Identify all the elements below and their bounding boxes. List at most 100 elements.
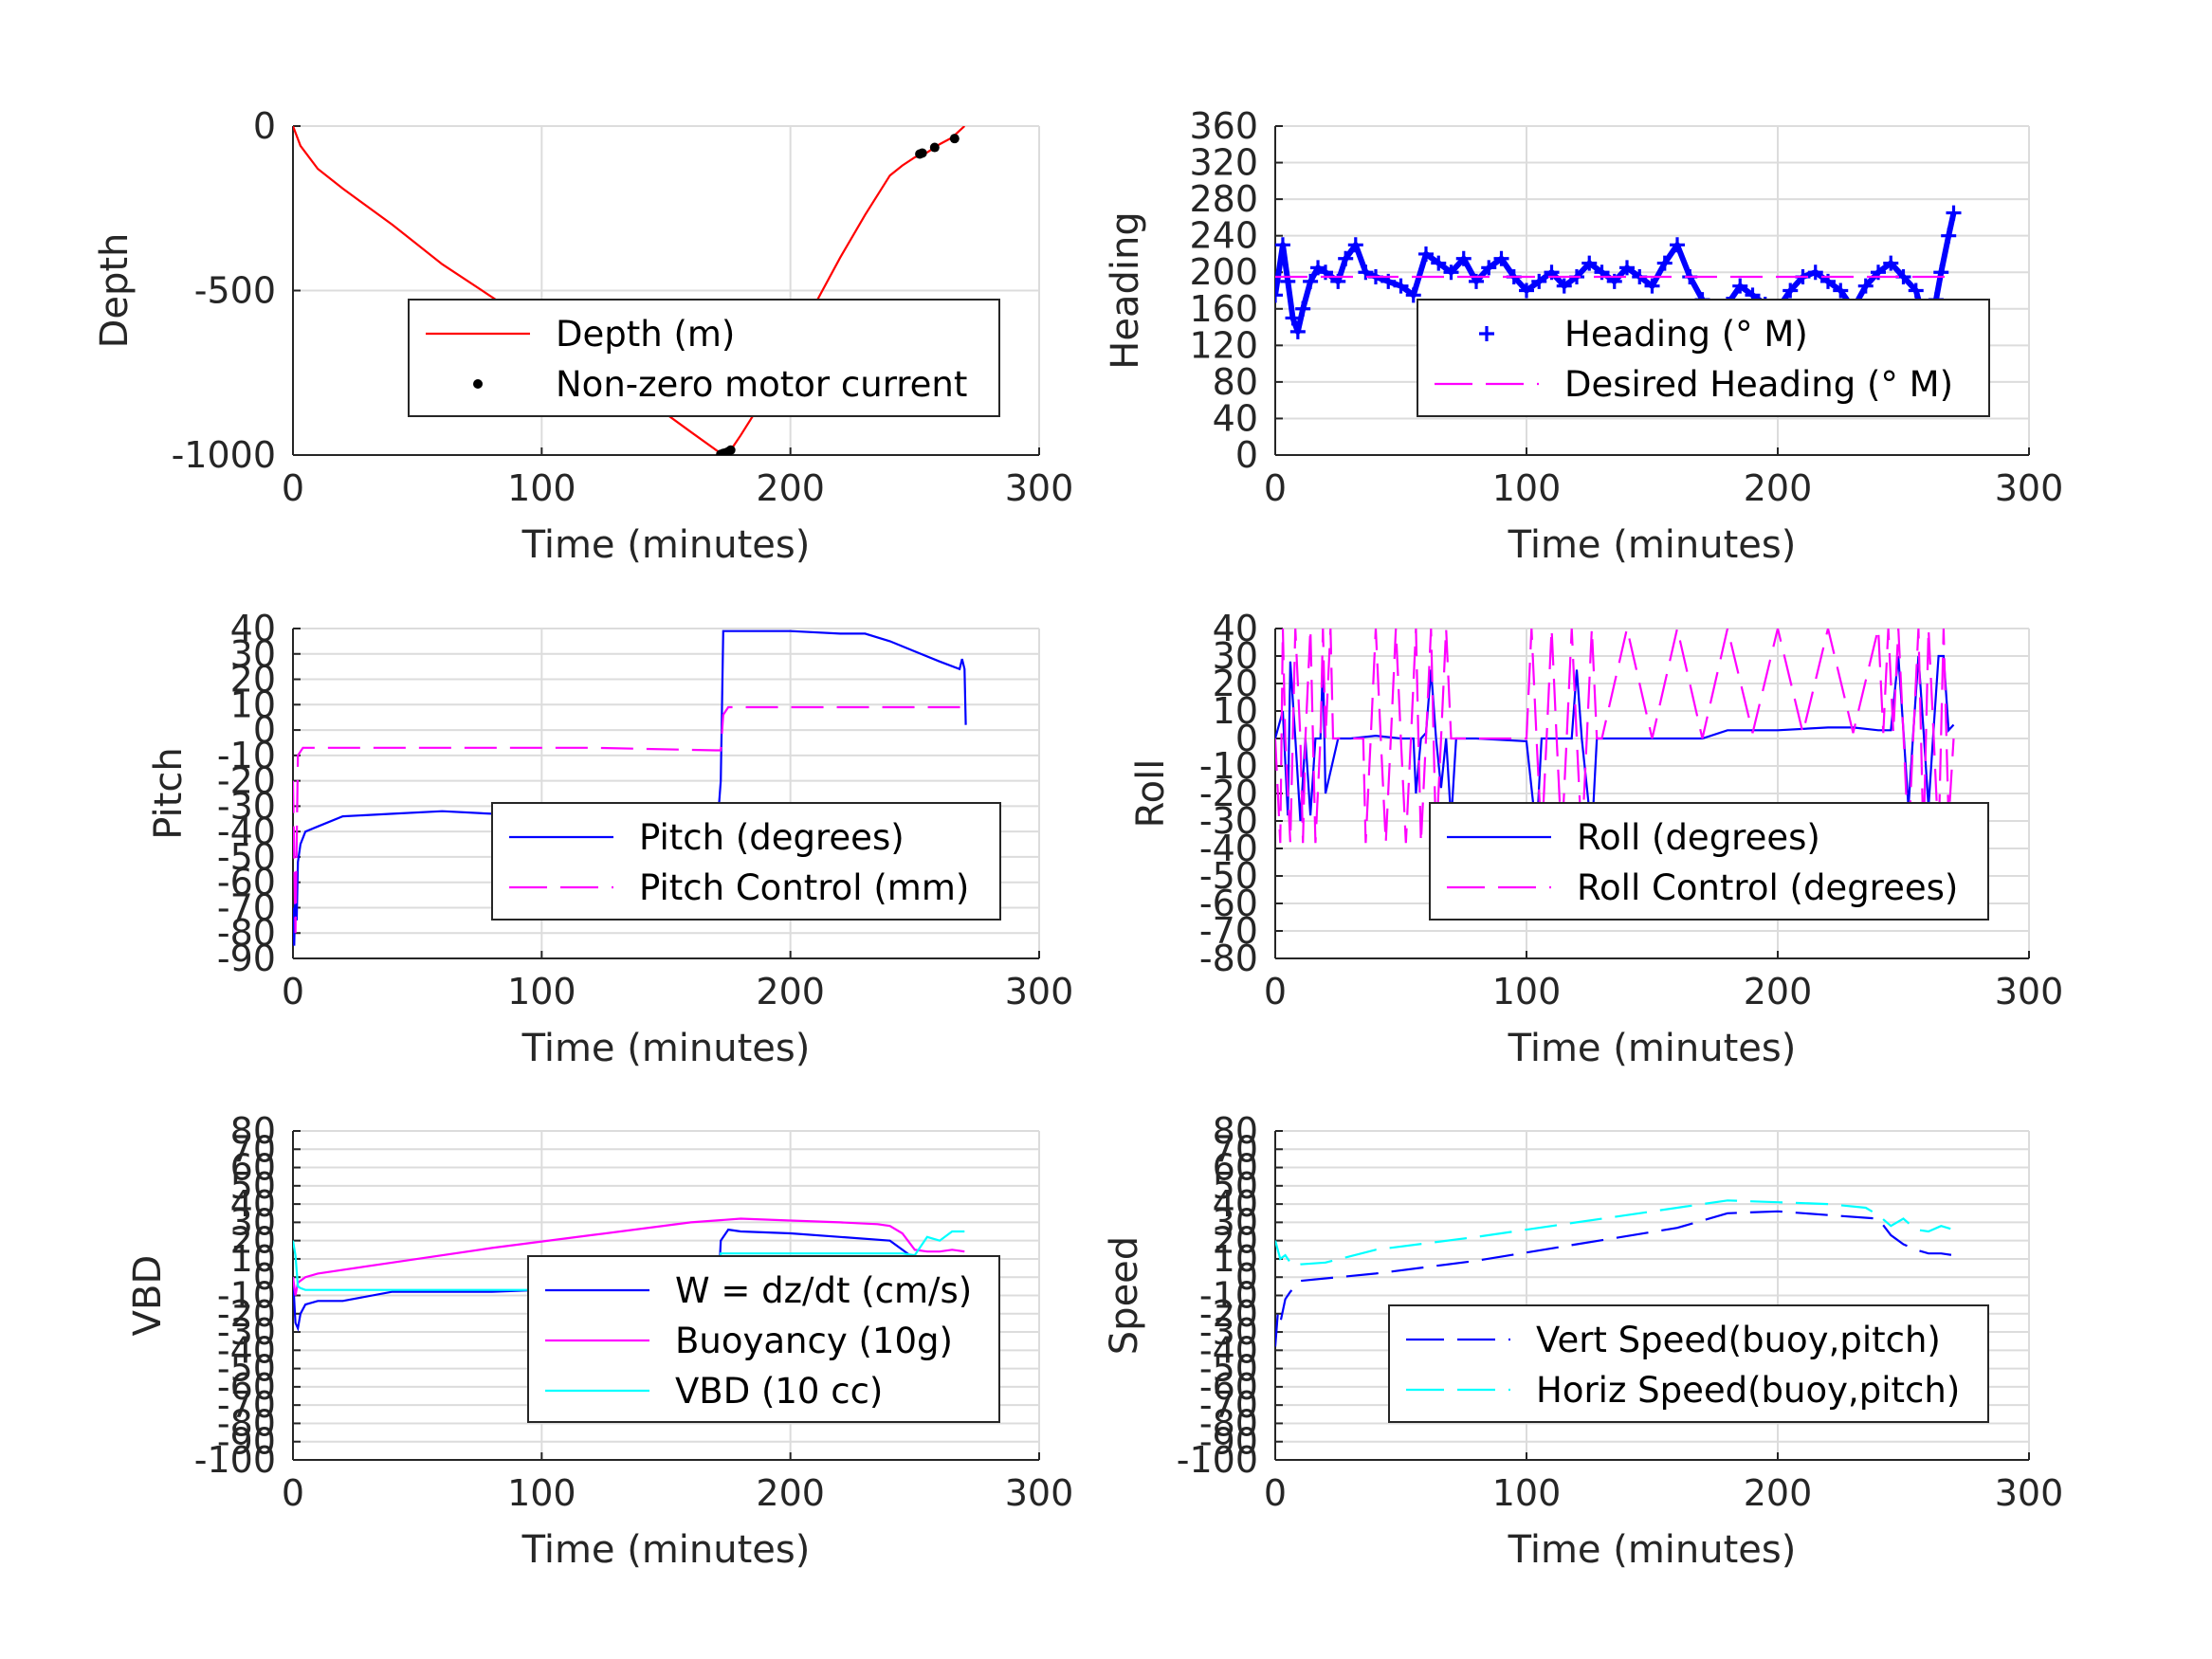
y-tick-label: 60 xyxy=(1213,1147,1258,1189)
y-tick-label: 280 xyxy=(1189,178,1258,220)
legend-box xyxy=(491,802,1001,921)
y-tick-label: -20 xyxy=(217,760,276,802)
y-tick-label: 50 xyxy=(230,1165,276,1207)
series-group xyxy=(293,126,966,455)
y-tick-label: -70 xyxy=(1199,910,1258,952)
y-tick-label: -100 xyxy=(194,1439,276,1481)
y-tick-label: -10 xyxy=(217,1275,276,1317)
x-tick-label: 0 xyxy=(282,467,304,509)
legend-label: Depth (m) xyxy=(556,314,735,355)
x-axis-label: Time (minutes) xyxy=(521,1528,811,1572)
y-tick-label: 30 xyxy=(1213,635,1258,677)
x-tick-label: 300 xyxy=(1995,1472,2064,1514)
x-tick-label: 200 xyxy=(1744,467,1813,509)
y-tick-label: -80 xyxy=(1199,938,1258,979)
x-tick-label: 200 xyxy=(1744,971,1813,1012)
y-tick-label: -70 xyxy=(1199,1384,1258,1426)
y-axis-label: Roll xyxy=(1129,759,1173,829)
y-tick-label: 80 xyxy=(1213,361,1258,403)
y-tick-label: 50 xyxy=(1213,1165,1258,1207)
legend-sample xyxy=(473,379,483,389)
y-tick-label: -40 xyxy=(1199,828,1258,869)
chart-panel-6: 0 100 200 30080706050403020100-10-20-30-40-… xyxy=(1103,1110,2063,1572)
y-tick-label: 20 xyxy=(230,1220,276,1262)
y-axis-label: VBD xyxy=(126,1255,170,1337)
legend-label: Desired Heading (° M) xyxy=(1564,364,1953,405)
x-tick-label: 200 xyxy=(756,971,825,1012)
legend-box xyxy=(527,1255,1000,1423)
y-tick-label: -50 xyxy=(1199,855,1258,897)
x-tick-label: 0 xyxy=(1264,971,1287,1012)
x-tick-label: 100 xyxy=(1492,1472,1562,1514)
legend-label: Pitch Control (mm) xyxy=(639,867,969,908)
series-group xyxy=(1275,1199,1954,1347)
legend-label: Pitch (degrees) xyxy=(639,817,905,858)
y-tick-label: 10 xyxy=(1213,1238,1258,1280)
y-tick-label: 320 xyxy=(1189,142,1258,184)
series-1-marker xyxy=(1275,287,1283,303)
y-tick-label: -1000 xyxy=(172,434,276,476)
y-tick-label: -20 xyxy=(1199,1293,1258,1335)
y-tick-label: 20 xyxy=(1213,1220,1258,1262)
legend: Roll (degrees) Roll Control (degrees) xyxy=(1429,802,1989,921)
y-tick-label: -20 xyxy=(1199,773,1258,814)
series-2-point xyxy=(929,142,940,153)
y-tick-label: 360 xyxy=(1189,105,1258,147)
y-tick-label: -30 xyxy=(1199,1311,1258,1353)
y-axis-label: Pitch xyxy=(147,747,191,839)
y-tick-label: 120 xyxy=(1189,324,1258,366)
x-tick-label: 100 xyxy=(1492,467,1562,509)
x-tick-label: 100 xyxy=(1492,971,1562,1012)
y-tick-label: 0 xyxy=(253,1256,276,1298)
chart-panel-1: 0 100 200 300 0 -500 -1000 Time (minutes) Depth D… xyxy=(93,105,1073,567)
series-1-line xyxy=(1275,1210,1954,1347)
y-tick-label: -50 xyxy=(217,836,276,878)
series-2-line xyxy=(1275,629,1955,844)
y-tick-label: -50 xyxy=(217,1348,276,1390)
y-tick-label: -30 xyxy=(217,785,276,827)
y-tick-label: -90 xyxy=(217,938,276,979)
legend: Heading (° M) Desired Heading (° M) xyxy=(1417,299,1990,417)
legend-label: Roll (degrees) xyxy=(1577,817,1820,858)
y-tick-label: -10 xyxy=(217,735,276,776)
y-tick-label: 160 xyxy=(1189,288,1258,330)
x-tick-label: 300 xyxy=(1005,467,1074,509)
x-axis-label: Time (minutes) xyxy=(1508,523,1797,567)
chart-panel-2: 0 100 200 30004080120160200240280320360Time… xyxy=(1104,105,2063,567)
x-axis-label: Time (minutes) xyxy=(521,1027,811,1070)
y-axis-label: Depth xyxy=(93,233,137,349)
legend-box xyxy=(1388,1304,1989,1423)
y-tick-label: 10 xyxy=(230,684,276,725)
legend-label: W = dz/dt (cm/s) xyxy=(675,1270,972,1311)
legend-label: Non-zero motor current xyxy=(556,364,967,405)
x-tick-label: 100 xyxy=(507,971,576,1012)
y-tick-label: 40 xyxy=(1213,1183,1258,1225)
x-tick-label: 0 xyxy=(1264,1472,1287,1514)
series-group xyxy=(1275,205,1962,372)
y-tick-label: 240 xyxy=(1189,215,1258,257)
y-tick-label: 0 xyxy=(1235,1256,1258,1298)
y-tick-label: 0 xyxy=(1235,718,1258,759)
y-tick-label: -40 xyxy=(1199,1329,1258,1371)
x-axis-label: Time (minutes) xyxy=(521,523,811,567)
x-tick-label: 200 xyxy=(756,467,825,509)
x-tick-label: 0 xyxy=(1264,467,1287,509)
x-tick-label: 200 xyxy=(1744,1472,1813,1514)
y-tick-label: 30 xyxy=(1213,1201,1258,1243)
x-tick-label: 300 xyxy=(1005,1472,1074,1514)
legend-sample xyxy=(1479,326,1494,341)
y-tick-label: 40 xyxy=(230,608,276,649)
y-tick-label: -90 xyxy=(217,1421,276,1463)
y-tick-label: 0 xyxy=(1235,434,1258,476)
y-tick-label: -90 xyxy=(1199,1421,1258,1463)
y-tick-label: 200 xyxy=(1189,251,1258,293)
y-tick-label: -30 xyxy=(1199,800,1258,842)
y-tick-label: 70 xyxy=(230,1128,276,1170)
y-tick-label: -500 xyxy=(194,270,276,312)
y-tick-label: -70 xyxy=(217,886,276,928)
y-tick-label: 20 xyxy=(230,659,276,701)
series-1-line xyxy=(293,126,966,455)
series-2-line xyxy=(293,1217,965,1296)
y-tick-label: -10 xyxy=(1199,1275,1258,1317)
y-tick-label: 40 xyxy=(1213,397,1258,439)
